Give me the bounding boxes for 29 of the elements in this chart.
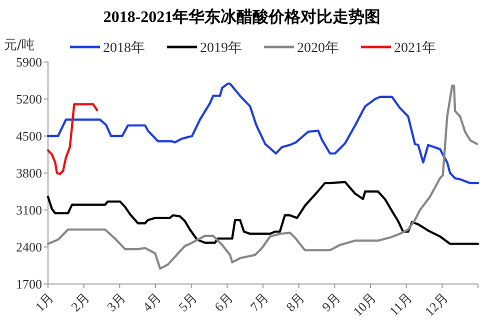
x-tick-label: 11月 xyxy=(386,290,415,319)
y-tick-label: 3800 xyxy=(16,166,42,181)
line-series xyxy=(46,180,480,245)
y-axis-title: 元/吨 xyxy=(4,38,34,53)
line-series xyxy=(46,84,478,270)
x-tick-label: 4月 xyxy=(140,290,164,314)
x-tick-label: 2月 xyxy=(68,290,92,314)
x-tick-label: 8月 xyxy=(282,290,308,314)
y-tick-label: 2400 xyxy=(16,240,42,255)
y-tick-label: 1700 xyxy=(16,276,42,292)
line-series xyxy=(46,103,98,176)
x-tick-label: 10月 xyxy=(350,290,380,319)
y-tick-label: 4500 xyxy=(16,128,42,144)
y-tick-label: 5900 xyxy=(16,54,42,70)
legend-label: 2018年 xyxy=(103,40,145,56)
legend-label: 2020年 xyxy=(297,40,339,56)
line-series xyxy=(46,82,480,184)
x-tick-label: 6月 xyxy=(211,290,236,314)
chart-title: 2018-2021年华东冰醋酸价格对比走势图 xyxy=(103,8,381,26)
x-tick-label: 12月 xyxy=(422,290,451,319)
x-tick-label: 7月 xyxy=(247,290,272,314)
x-tick-label: 1月 xyxy=(32,290,57,314)
legend-label: 2021年 xyxy=(394,40,436,56)
x-tick-label: 5月 xyxy=(175,290,200,314)
legend-label: 2019年 xyxy=(200,40,242,56)
y-tick-label: 5200 xyxy=(16,92,42,107)
y-tick-label: 3100 xyxy=(16,202,42,218)
x-tick-label: 9月 xyxy=(318,290,344,314)
x-tick-label: 3月 xyxy=(104,290,128,314)
